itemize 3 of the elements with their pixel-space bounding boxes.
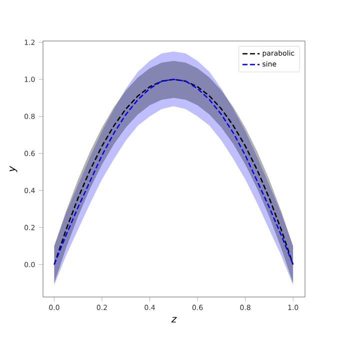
x-axis-title: z (171, 316, 177, 322)
line-series (54, 78, 294, 266)
y-axis-title: y (10, 166, 18, 172)
